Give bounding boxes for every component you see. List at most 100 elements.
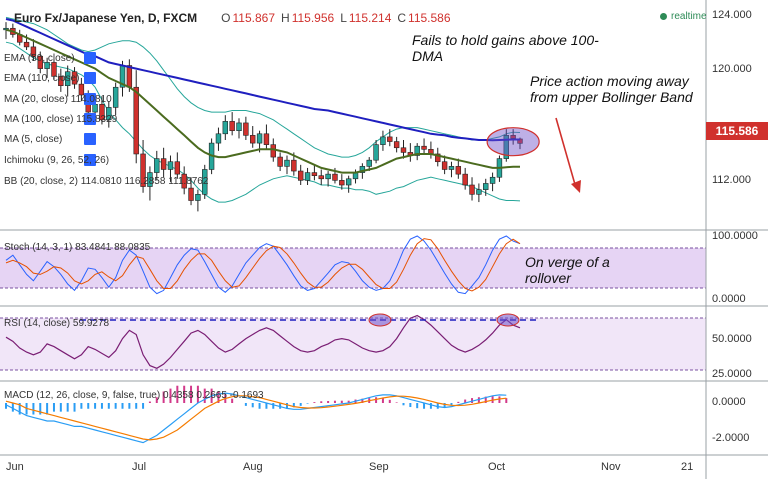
stoch-label[interactable]: Stoch (14, 3, 1) 83.4841 88.0835 — [4, 242, 151, 253]
time-tick: Aug — [243, 461, 263, 473]
rsi-peak-marker — [368, 313, 392, 327]
indicator-settings-icon — [84, 72, 96, 84]
live-dot-icon — [660, 12, 667, 20]
candle-body — [366, 159, 372, 167]
candle-body — [393, 141, 400, 149]
candle-body — [236, 122, 242, 131]
macd-signal-line — [5, 395, 507, 441]
candle-body — [263, 133, 270, 145]
candle-body — [195, 194, 201, 201]
candle-body — [435, 153, 441, 163]
candle-body — [441, 161, 448, 170]
ema50-label[interactable]: EMA (50, close) — [4, 53, 75, 64]
candle-body — [318, 175, 324, 180]
stoch-tick: 100.0000 — [712, 230, 758, 242]
candle-body — [400, 147, 407, 153]
candle-body — [51, 62, 57, 77]
candle-body — [455, 166, 462, 175]
candle-body — [325, 173, 331, 180]
candle-body — [345, 178, 352, 186]
indicator-settings-icon — [84, 154, 96, 166]
realtime-indicator: realtime — [660, 11, 707, 22]
candle-body — [202, 169, 208, 195]
candle-body — [154, 158, 160, 173]
chart-header: Euro Fx/Japanese Yen, D, FXCM O 115.867 H… — [14, 11, 451, 25]
price-tick: 112.000 — [712, 174, 751, 186]
candle-body — [222, 121, 229, 135]
candle-body — [188, 187, 194, 201]
candle-body — [304, 172, 311, 181]
candle-body — [469, 184, 475, 195]
symbol-title[interactable]: Euro Fx/Japanese Yen, D, FXCM — [14, 11, 198, 25]
time-tick: 21 — [681, 461, 694, 473]
ichimoku-label[interactable]: Ichimoku (9, 26, 52, 26) — [4, 155, 110, 166]
candle-body — [380, 136, 386, 145]
candle-body — [256, 133, 263, 144]
ma100-label[interactable]: MA (100, close) 115.8329 — [4, 114, 118, 125]
rsi-band-fill — [0, 318, 706, 370]
candle-body — [71, 71, 78, 85]
candle-body — [297, 170, 304, 181]
annotation-fails-100dma: Fails to hold gains above 100-DMA — [412, 32, 599, 64]
price-tick: 120.000 — [712, 63, 752, 75]
candle-body — [30, 46, 37, 57]
stoch-d-line — [5, 238, 521, 292]
stoch-k-line — [5, 235, 521, 295]
candle-body — [448, 166, 455, 170]
indicator-settings-icon — [84, 52, 96, 64]
last-price-badge: 115.586 — [706, 122, 768, 140]
candle-body — [462, 173, 468, 186]
candle-body — [112, 86, 119, 108]
rsi-peak-marker — [496, 313, 520, 327]
ema110-label[interactable]: EMA (110, close) — [4, 73, 80, 84]
low-value: 115.214 — [348, 11, 392, 25]
macd-label[interactable]: MACD (12, 26, close, 9, false, true) 0.4… — [4, 390, 264, 401]
candle-body — [58, 76, 64, 86]
rsi-tick: 25.0000 — [712, 368, 752, 380]
candle-body — [44, 62, 50, 69]
close-value: 115.586 — [408, 11, 451, 25]
open-value: 115.867 — [232, 11, 276, 25]
candle-body — [229, 121, 235, 131]
candle-body — [243, 122, 249, 136]
candle-body — [476, 189, 482, 195]
time-tick: Nov — [601, 461, 621, 473]
ma20-label[interactable]: MA (20, close) 114.0810 — [4, 94, 112, 105]
ma20-line — [5, 28, 520, 174]
candle-body — [483, 183, 489, 190]
candle-body — [160, 158, 167, 170]
candle-body — [414, 145, 420, 156]
time-tick: Sep — [369, 461, 389, 473]
candle-body — [78, 83, 85, 96]
candle-body — [270, 144, 276, 158]
time-tick: Jun — [6, 461, 24, 473]
ma5-label[interactable]: MA (5, close) — [4, 134, 63, 145]
time-tick: Oct — [488, 461, 506, 473]
highlight-ellipse — [486, 127, 540, 157]
candle-body — [291, 159, 297, 172]
stoch-tick: 0.0000 — [712, 293, 746, 305]
candle-body — [503, 135, 509, 159]
trend-arrow-shaft — [555, 117, 577, 189]
rsi-tick: 50.0000 — [712, 333, 752, 345]
candle-body — [250, 135, 256, 144]
candle-body — [64, 71, 71, 86]
candle-body — [311, 172, 318, 176]
rsi-label[interactable]: RSI (14, close) 59.9278 — [4, 318, 110, 329]
candle-body — [215, 133, 222, 144]
candle-body — [37, 55, 43, 69]
bb-upper-line — [5, 16, 521, 158]
time-tick: Jul — [132, 461, 147, 473]
macd-tick: -2.0000 — [712, 432, 750, 444]
candle-body — [373, 144, 379, 161]
candle-body — [147, 172, 153, 187]
high-value: 115.956 — [291, 11, 335, 25]
bb-label[interactable]: BB (20, close, 2) 114.0810 116.2858 111.… — [4, 176, 209, 187]
candle-body — [181, 173, 187, 189]
candle-body — [332, 173, 338, 181]
candle-body — [421, 145, 427, 150]
candle-body — [133, 86, 139, 155]
candle-body — [126, 65, 133, 88]
candle-body — [387, 136, 393, 142]
